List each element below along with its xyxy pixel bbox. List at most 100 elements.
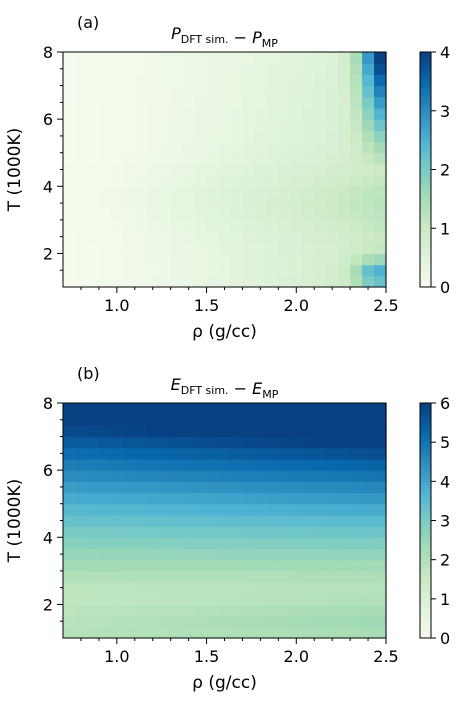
heatmap-cell — [278, 152, 291, 165]
heatmap-cell — [194, 130, 208, 143]
heatmap-cell — [158, 275, 172, 288]
heatmap-cell — [326, 63, 339, 75]
heatmap-cell — [218, 492, 232, 505]
heatmap-cell — [86, 436, 100, 449]
heatmap-cell — [98, 447, 112, 460]
colorbar-segment — [420, 243, 431, 249]
heatmap-cell — [206, 414, 220, 426]
heatmap-cell — [206, 130, 220, 143]
heatmap-cell — [278, 208, 291, 221]
heatmap-cell — [182, 403, 196, 415]
heatmap-cell — [110, 107, 124, 120]
heatmap-cell — [338, 85, 351, 98]
heatmap-cell — [278, 96, 291, 109]
colorbar-tick-label: 4 — [440, 43, 450, 62]
colorbar-segment — [420, 559, 431, 565]
heatmap-cell — [194, 253, 208, 266]
heatmap-cell — [122, 130, 136, 143]
heatmap-cell — [218, 526, 232, 538]
heatmap-cell — [338, 63, 351, 75]
heatmap-cell — [206, 615, 220, 628]
heatmap-cell — [278, 570, 291, 583]
heatmap-cell — [230, 141, 244, 154]
heatmap-cell — [374, 74, 387, 87]
heatmap-cell — [218, 481, 232, 494]
heatmap-cell — [338, 107, 351, 120]
heatmap-cell — [362, 559, 375, 572]
heatmap-cell — [146, 447, 160, 460]
heatmap-cell — [302, 403, 315, 415]
heatmap-cell — [374, 615, 387, 628]
heatmap-cell — [146, 626, 160, 639]
heatmap-cell — [122, 186, 136, 199]
heatmap-cell — [63, 85, 76, 98]
heatmap-cell — [74, 96, 88, 109]
heatmap-cell — [86, 537, 100, 550]
heatmap-cell — [362, 275, 375, 288]
heatmap-cell — [158, 264, 172, 277]
heatmap-cell — [266, 175, 279, 187]
heatmap-cell — [63, 470, 76, 482]
heatmap-cell — [254, 163, 267, 176]
heatmap-cell — [362, 570, 375, 583]
heatmap-cell — [266, 52, 279, 64]
heatmap-cell — [74, 74, 88, 87]
heatmap-cell — [194, 197, 208, 210]
heatmap-cell — [122, 458, 136, 471]
heatmap-cell — [362, 96, 375, 109]
heatmap-cell — [98, 52, 112, 64]
heatmap-cell — [170, 582, 184, 594]
heatmap-cell — [278, 186, 291, 199]
heatmap-cell — [290, 481, 303, 494]
heatmap-cell — [63, 141, 76, 154]
colorbar-segment — [420, 204, 431, 210]
heatmap-cell — [206, 447, 220, 460]
heatmap-cell — [350, 208, 363, 221]
heatmap-cell — [158, 458, 172, 471]
heatmap-cell — [170, 626, 184, 639]
heatmap-cell — [350, 74, 363, 87]
heatmap-cell — [158, 253, 172, 266]
heatmap-cell — [63, 96, 76, 109]
heatmap-cell — [110, 74, 124, 87]
heatmap-cell — [86, 119, 100, 131]
heatmap-cell — [134, 107, 148, 120]
heatmap-cell — [110, 231, 124, 243]
heatmap-cell — [98, 414, 112, 426]
heatmap-cell — [302, 163, 315, 176]
heatmap-cell — [254, 447, 267, 460]
heatmap-cell — [326, 275, 339, 288]
heatmap-cell — [218, 186, 232, 199]
heatmap-cell — [242, 197, 255, 210]
heatmap-cell — [374, 119, 387, 131]
heatmap-cell — [290, 163, 303, 176]
heatmap-cell — [110, 514, 124, 527]
heatmap-cell — [110, 414, 124, 426]
heatmap-cell — [170, 107, 184, 120]
colorbar-segment — [420, 477, 431, 482]
heatmap-cell — [290, 197, 303, 210]
colorbar-segment — [420, 571, 431, 576]
heatmap-cell — [302, 74, 315, 87]
heatmap-cell — [206, 197, 220, 210]
heatmap-cell — [74, 537, 88, 550]
heatmap-cell — [182, 130, 196, 143]
heatmap-cell — [206, 526, 220, 538]
heatmap-cell — [110, 570, 124, 583]
heatmap-cell — [158, 503, 172, 516]
heatmap-cell — [134, 414, 148, 426]
heatmap-cell — [134, 163, 148, 176]
heatmap-cell — [290, 130, 303, 143]
colorbar-segment — [420, 500, 431, 506]
colorbar-segment — [420, 450, 431, 455]
y-tick-label: 2 — [43, 244, 53, 263]
heatmap-cell — [326, 197, 339, 210]
heatmap-cell — [63, 559, 76, 572]
heatmap-cell — [74, 593, 88, 606]
heatmap-cell — [86, 163, 100, 176]
heatmap-cell — [374, 186, 387, 199]
heatmap-cell — [194, 470, 208, 482]
heatmap-cell — [122, 141, 136, 154]
heatmap-cell — [158, 615, 172, 628]
heatmap-cell — [182, 414, 196, 426]
